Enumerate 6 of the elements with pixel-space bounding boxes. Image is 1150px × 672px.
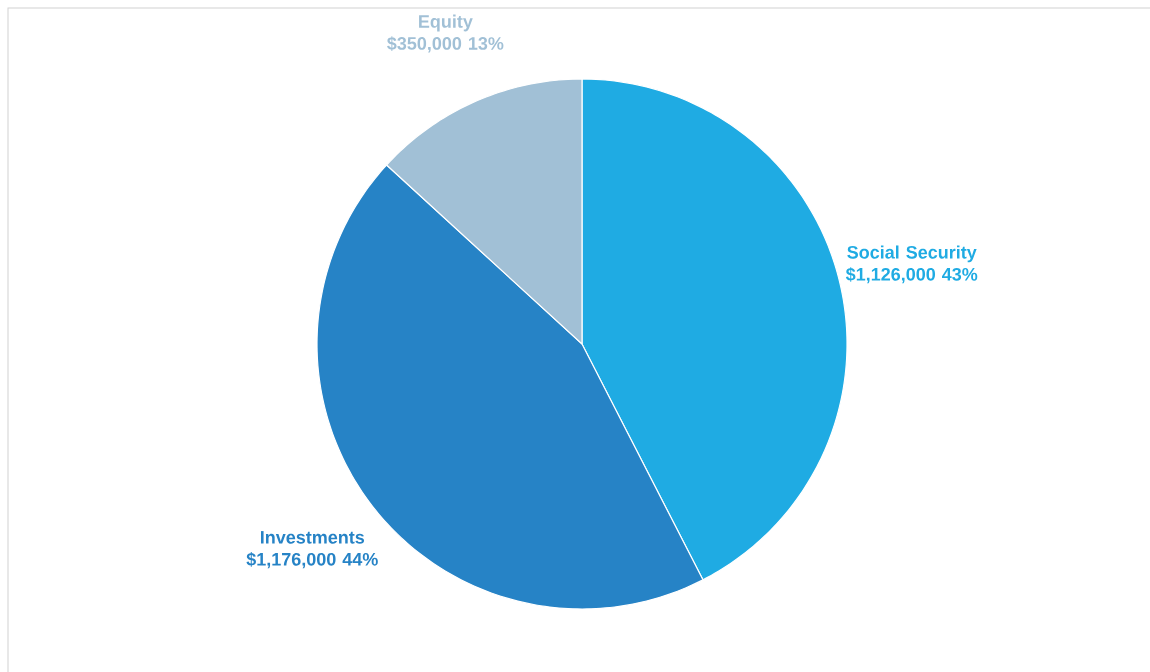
slice-label: Equity — [419, 14, 473, 32]
data-label: $1,126,000 43% — [845, 267, 978, 284]
slice-label: Social Security — [847, 245, 977, 263]
slice-label: Investments — [260, 531, 365, 544]
data-label: $350,000 13% — [387, 36, 504, 53]
data-label: $1,176,000 44% — [246, 552, 378, 569]
